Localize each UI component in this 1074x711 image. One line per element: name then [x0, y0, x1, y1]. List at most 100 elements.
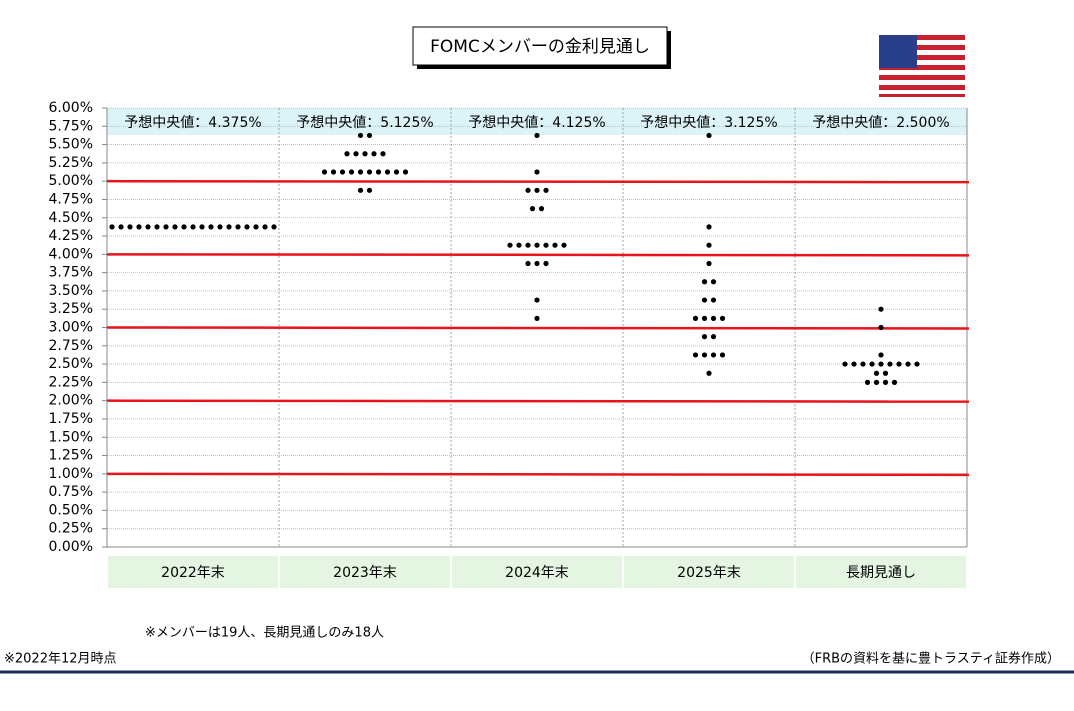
dot [217, 224, 223, 230]
y-tick-label: 5.75% [49, 118, 93, 134]
dot [552, 242, 558, 248]
dot [163, 224, 169, 230]
dot [692, 315, 699, 321]
median-label: 予想中央値：2.500% [812, 115, 949, 131]
dot [914, 361, 920, 367]
dot [375, 169, 382, 175]
dot [706, 370, 712, 376]
y-tick-label: 6.00% [49, 100, 93, 116]
y-tick-label: 4.25% [49, 228, 93, 244]
dot [543, 260, 549, 267]
y-tick-label: 5.00% [49, 173, 93, 189]
dot [366, 132, 373, 139]
dot [525, 242, 531, 248]
dot [873, 379, 880, 385]
dot [127, 224, 133, 230]
median-label: 予想中央値：5.125% [296, 115, 433, 131]
dot [710, 352, 717, 358]
dot [851, 361, 857, 367]
dot [701, 334, 708, 340]
footnote: ※メンバーは19人、長期見通しのみ18人 [145, 626, 384, 641]
dot [534, 260, 540, 267]
y-tick-label: 2.25% [49, 374, 93, 390]
dot [887, 361, 893, 367]
dot [366, 187, 373, 193]
dot [878, 324, 884, 331]
dot [253, 224, 259, 230]
y-tick-label: 2.00% [49, 393, 93, 409]
x-tick-label: 長期見通し [846, 565, 916, 581]
dot [529, 206, 536, 212]
median-label: 予想中央値：4.125% [468, 115, 605, 131]
dot [882, 379, 889, 385]
dot [701, 297, 708, 303]
x-tick-label: 2023年末 [333, 565, 397, 581]
dot [543, 242, 549, 248]
reference-line [106, 399, 970, 403]
y-tick-label: 3.25% [49, 301, 93, 317]
dot [706, 132, 712, 139]
dot [860, 361, 866, 367]
dot [882, 370, 889, 376]
dot [905, 361, 911, 367]
dot [869, 361, 875, 367]
dot [172, 224, 178, 230]
dot [393, 169, 400, 175]
y-tick-label: 1.00% [49, 466, 93, 482]
dot [706, 242, 712, 248]
dot [344, 151, 350, 157]
dot [339, 169, 346, 175]
dot [118, 224, 124, 230]
y-tick-label: 3.75% [49, 265, 93, 281]
y-tick-label: 1.25% [49, 448, 93, 464]
dot [353, 151, 359, 157]
category-box [280, 556, 450, 588]
source-note: （FRBの資料を基に豊トラスティ証券作成） [802, 651, 1060, 667]
dot [543, 187, 549, 193]
dot [154, 224, 160, 230]
dot [878, 361, 884, 367]
dot [534, 187, 540, 193]
dot [873, 370, 880, 376]
dot [701, 352, 708, 358]
flag [879, 35, 965, 97]
dot [199, 224, 205, 230]
y-tick-label: 1.75% [49, 411, 93, 427]
dot [534, 297, 540, 303]
dot [330, 169, 337, 175]
dot [136, 224, 142, 230]
dot [402, 169, 409, 175]
dot [864, 379, 871, 385]
dot [262, 224, 268, 230]
dot [507, 242, 513, 248]
dot [371, 151, 377, 157]
dot [719, 315, 726, 321]
dot [842, 361, 848, 367]
dot [145, 224, 151, 230]
dot [891, 379, 898, 385]
dot [516, 242, 522, 248]
x-tick-label: 2024年末 [505, 565, 569, 581]
y-tick-label: 3.50% [49, 283, 93, 299]
dot [701, 279, 708, 285]
dot [706, 260, 712, 267]
dot [878, 352, 884, 358]
y-tick-label: 5.25% [49, 155, 93, 171]
median-band [107, 108, 967, 135]
category-box [796, 556, 966, 588]
median-label: 予想中央値：3.125% [640, 115, 777, 131]
x-tick-label: 2025年末 [677, 565, 741, 581]
dot [710, 315, 717, 321]
dot [357, 187, 364, 193]
dot [534, 242, 540, 248]
dot [109, 224, 115, 230]
dot [534, 169, 540, 175]
y-tick-label: 3.00% [49, 320, 93, 336]
dot [271, 224, 277, 230]
dot [534, 132, 540, 139]
dot [878, 306, 884, 312]
y-tick-label: 1.50% [49, 429, 93, 445]
dot [384, 169, 391, 175]
dot [348, 169, 355, 175]
dot [362, 151, 368, 157]
